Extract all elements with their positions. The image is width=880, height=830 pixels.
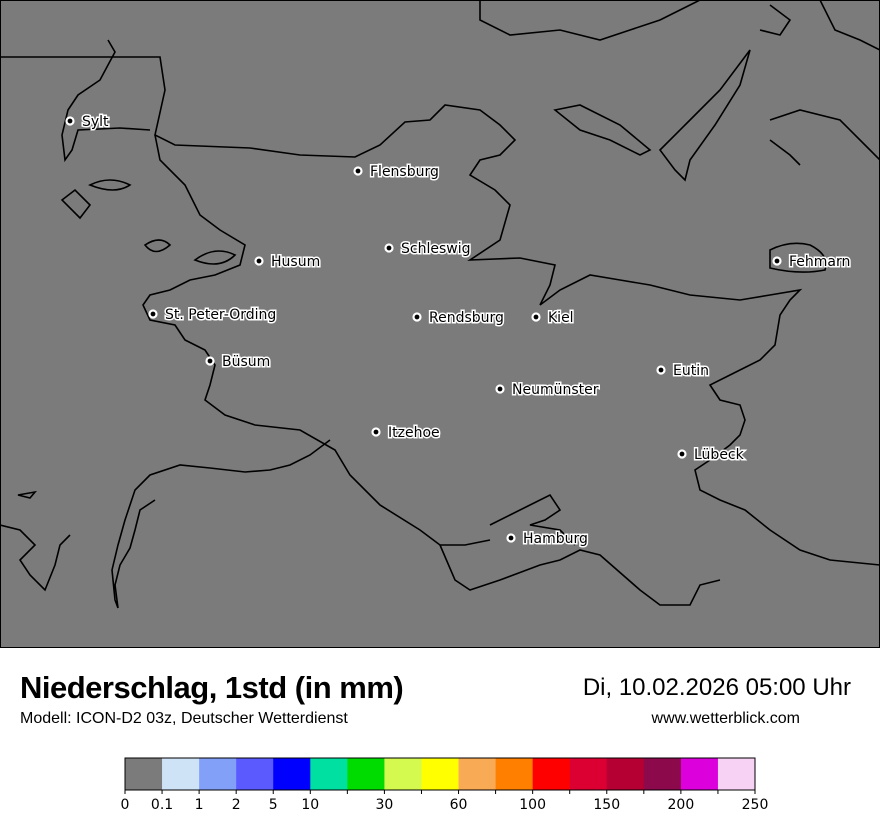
city-marker-icon (656, 365, 666, 375)
city-marker-icon (772, 256, 782, 266)
city-label: Itzehoe (388, 425, 440, 441)
city-marker-icon (371, 427, 381, 437)
city-husum: Husum (254, 253, 322, 272)
city-marker-icon (148, 309, 158, 319)
legend-tick-label: 5 (269, 797, 278, 813)
city-label: Eutin (673, 363, 709, 379)
legend-swatch (310, 758, 348, 790)
legend-swatch (495, 758, 533, 790)
legend-tick-label: 2 (232, 797, 241, 813)
city-label: Sylt (82, 114, 109, 130)
legend-swatch (125, 758, 163, 790)
legend-swatch (384, 758, 422, 790)
legend-swatch (680, 758, 719, 790)
city-marker-icon (254, 256, 264, 266)
legend-swatch (606, 758, 645, 790)
legend-swatch (458, 758, 496, 790)
legend-swatch (347, 758, 385, 790)
city-itzehoe: Itzehoe (371, 424, 441, 443)
city-kiel: Kiel (531, 309, 575, 328)
city-marker-icon (495, 384, 505, 394)
city-marker-icon (353, 166, 363, 176)
coastlines (0, 0, 880, 609)
city-hamburg: Hamburg (506, 530, 589, 549)
map-title: Niederschlag, 1std (in mm) (20, 670, 404, 705)
legend-tick-label: 60 (450, 797, 468, 813)
city-label: Hamburg (523, 531, 588, 547)
city-rendsburg: Rendsburg (412, 309, 505, 328)
city-label: Kiel (548, 310, 574, 326)
city-label: St. Peter-Ording (165, 307, 276, 323)
legend-tick-label: 30 (375, 797, 393, 813)
city-marker-icon (205, 356, 215, 366)
legend-tick-label: 1 (195, 797, 204, 813)
city-st-peter-ording: St. Peter-Ording (148, 306, 278, 325)
color-legend: 0 0.1 1 2 5 10 30 60 100 150 200 250 (121, 757, 769, 813)
city-label: Neumünster (512, 382, 599, 398)
legend-tick-label: 10 (301, 797, 319, 813)
legend-swatch (569, 758, 608, 790)
legend-swatch (421, 758, 459, 790)
legend-tick-label: 0 (121, 797, 130, 813)
city-label: Büsum (222, 354, 270, 370)
legend-swatch (532, 758, 571, 790)
city-lübeck: Lübeck (677, 446, 746, 465)
legend-tick-label: 0.1 (151, 797, 173, 813)
city-neumünster: Neumünster (495, 381, 600, 400)
city-eutin: Eutin (656, 362, 710, 381)
legend-swatch (273, 758, 311, 790)
city-label: Lübeck (694, 447, 745, 463)
city-markers: Sylt Flensburg Schleswig Husum St. Peter-Ord… (65, 113, 852, 549)
website-link[interactable]: www.wetterblick.com (651, 710, 800, 727)
city-marker-icon (412, 312, 422, 322)
map-background (0, 0, 880, 648)
legend-tick-label: 200 (668, 797, 695, 813)
legend-border (124, 757, 756, 791)
legend-swatch (717, 758, 756, 790)
city-label: Rendsburg (429, 310, 504, 326)
city-fehmarn: Fehmarn (772, 253, 852, 272)
city-büsum: Büsum (205, 353, 272, 372)
legend-tick-label: 100 (519, 797, 546, 813)
legend-tick-label: 250 (742, 797, 769, 813)
legend-swatch (162, 758, 200, 790)
precipitation-map: Sylt Flensburg Schleswig Husum St. Peter-Ord… (0, 0, 880, 648)
city-marker-icon (531, 312, 541, 322)
city-flensburg: Flensburg (353, 163, 440, 182)
legend-swatch (643, 758, 682, 790)
forecast-datetime: Di, 10.02.2026 05:00 Uhr (582, 674, 851, 701)
legend-swatch (236, 758, 274, 790)
city-label: Flensburg (370, 164, 439, 180)
city-marker-icon (506, 533, 516, 543)
city-marker-icon (65, 116, 75, 126)
model-source: Modell: ICON-D2 03z, Deutscher Wetterdie… (20, 710, 348, 727)
city-marker-icon (384, 243, 394, 253)
city-label: Fehmarn (789, 254, 850, 270)
city-schleswig: Schleswig (384, 240, 472, 259)
legend-swatch (199, 758, 237, 790)
city-label: Husum (271, 254, 320, 270)
city-label: Schleswig (401, 241, 470, 257)
legend-tick-label: 150 (593, 797, 620, 813)
city-marker-icon (677, 449, 687, 459)
city-sylt: Sylt (65, 113, 111, 132)
